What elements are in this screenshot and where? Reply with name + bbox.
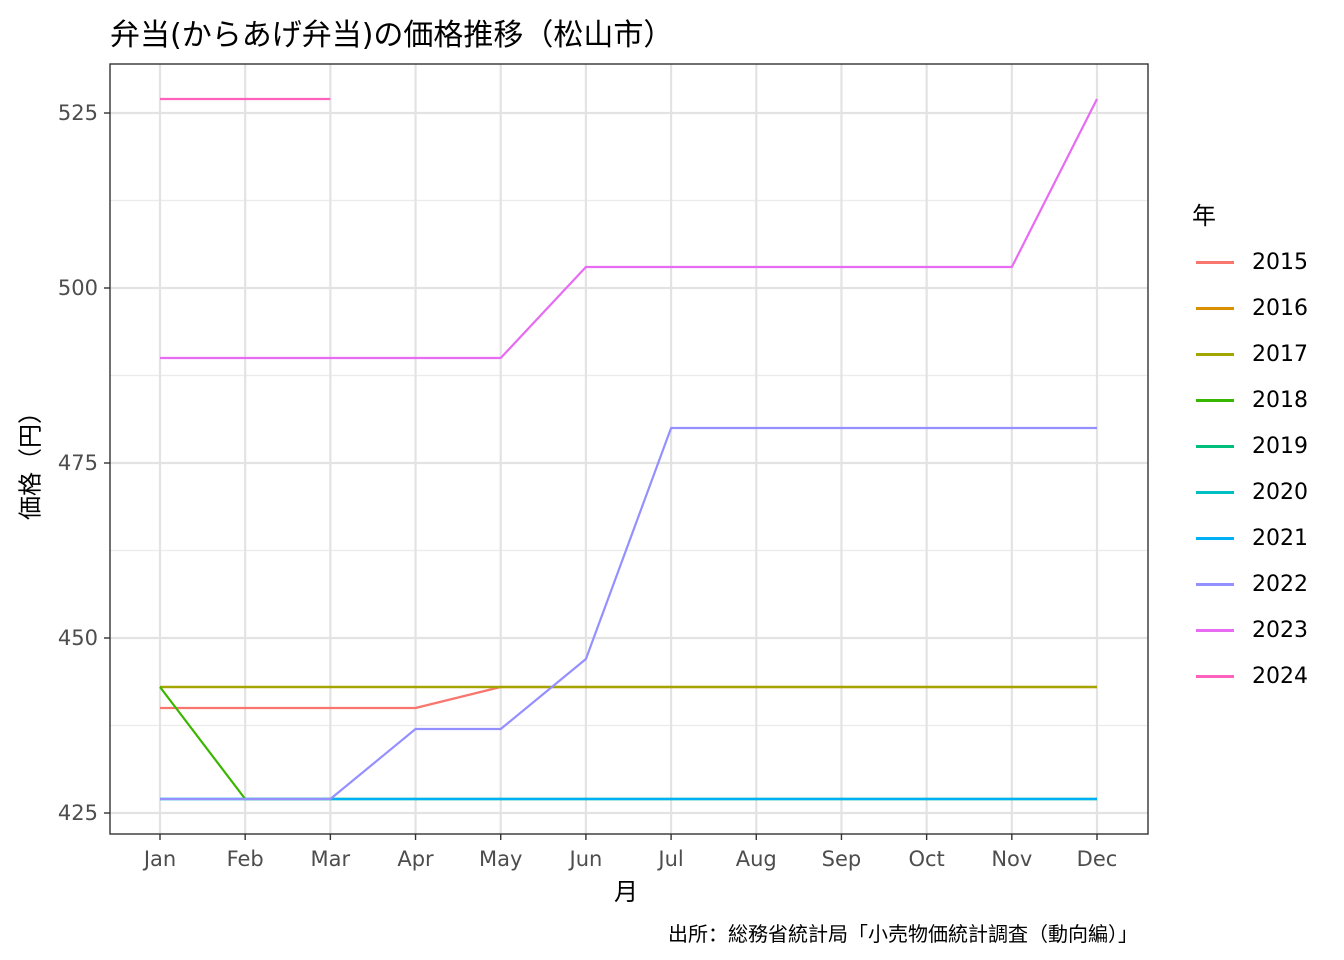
legend-label: 2015 xyxy=(1252,249,1308,275)
legend-label: 2020 xyxy=(1252,479,1308,505)
series-lines xyxy=(159,97,1098,801)
chart-title: 弁当(からあげ弁当)の価格推移（松山市） xyxy=(110,18,674,53)
legend-label: 2017 xyxy=(1252,341,1308,367)
legend-key-line xyxy=(1196,398,1234,402)
legend-item-2019: 2019 xyxy=(1192,423,1308,469)
x-axis-label: 月 xyxy=(614,878,638,906)
legend-item-2018: 2018 xyxy=(1192,377,1308,423)
series-line-2022 xyxy=(160,426,1097,801)
y-tick-label: 450 xyxy=(58,626,98,650)
legend-key-line xyxy=(1196,582,1234,586)
x-tick-label: Sep xyxy=(822,847,862,871)
x-tick-label: Dec xyxy=(1077,847,1118,871)
legend-title: 年 xyxy=(1192,202,1216,230)
legend-item-2024: 2024 xyxy=(1192,653,1308,699)
legend-key-line xyxy=(1196,628,1234,632)
series-line-2018 xyxy=(159,686,1097,801)
plot-panel-border xyxy=(109,63,1149,835)
legend-item-2016: 2016 xyxy=(1192,285,1308,331)
legend-label: 2023 xyxy=(1252,617,1308,643)
legend-items: 2015 2016 2017 2018 2019 2020 2021 2022 2023 2024 xyxy=(1192,239,1308,699)
x-tick-label: Nov xyxy=(991,847,1032,871)
legend-label: 2018 xyxy=(1252,387,1308,413)
x-tick-label: Jun xyxy=(568,847,603,871)
legend-label: 2019 xyxy=(1252,433,1308,459)
legend-key-line xyxy=(1196,490,1234,494)
legend-key-line xyxy=(1196,444,1234,448)
grid xyxy=(110,64,1148,834)
x-tick-label: May xyxy=(479,847,522,871)
legend-item-2017: 2017 xyxy=(1192,331,1308,377)
legend-item-2022: 2022 xyxy=(1192,561,1308,607)
legend-label: 2024 xyxy=(1252,663,1308,689)
legend-key-line xyxy=(1196,260,1234,264)
legend: 年 2015 2016 2017 2018 2019 2020 2021 2022 2023 20… xyxy=(1192,196,1308,699)
legend-key-line xyxy=(1196,674,1234,678)
legend-item-2020: 2020 xyxy=(1192,469,1308,515)
legend-item-2015: 2015 xyxy=(1192,239,1308,285)
legend-item-2023: 2023 xyxy=(1192,607,1308,653)
legend-key-line xyxy=(1196,352,1234,356)
series-line-2023 xyxy=(160,98,1098,360)
source-caption: 出所：総務省統計局「小売物価統計調査（動向編）」 xyxy=(668,922,1138,946)
x-tick-label: Jan xyxy=(142,847,176,871)
y-tick-label: 525 xyxy=(58,101,98,125)
legend-label: 2022 xyxy=(1252,571,1308,597)
x-tick-label: Feb xyxy=(227,847,264,871)
x-tick-label: Jul xyxy=(656,847,683,871)
legend-key-line xyxy=(1196,306,1234,310)
legend-item-2021: 2021 xyxy=(1192,515,1308,561)
y-tick-label: 500 xyxy=(58,276,98,300)
series-line-2015 xyxy=(160,685,1097,710)
legend-key-line xyxy=(1196,536,1234,540)
y-axis-label: 価格（円） xyxy=(16,400,45,520)
y-tick-label: 475 xyxy=(58,451,98,475)
axes: 425 450 475 500 525 Jan Feb Mar Apr May Jun Jul Aug S… xyxy=(58,101,1117,871)
x-tick-label: Apr xyxy=(397,847,434,871)
legend-label: 2021 xyxy=(1252,525,1308,551)
y-tick-label: 425 xyxy=(58,801,98,825)
legend-label: 2016 xyxy=(1252,295,1308,321)
x-tick-label: Aug xyxy=(736,847,777,871)
x-tick-label: Mar xyxy=(311,847,351,871)
x-tick-label: Oct xyxy=(908,847,944,871)
